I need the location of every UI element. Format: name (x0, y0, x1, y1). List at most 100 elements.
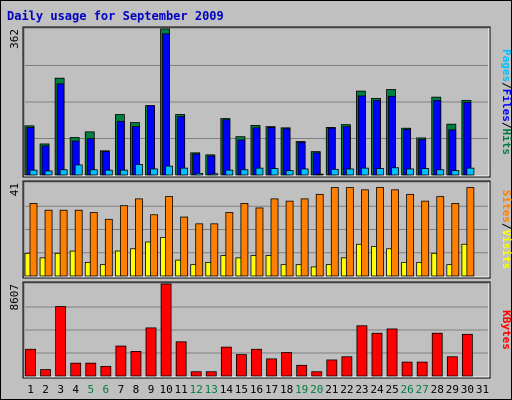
bar-pages-day-9 (150, 168, 158, 176)
bar-kbytes-day-18 (281, 352, 292, 377)
bar-kbytes-day-9 (145, 327, 157, 377)
bar-files-day-13 (207, 155, 216, 176)
x-tick-label-day-4: 4 (72, 383, 79, 396)
bar-kbytes-day-25 (386, 328, 398, 377)
x-tick-label-day-21: 21 (325, 383, 338, 396)
bar-files-day-3 (56, 83, 65, 176)
bar-sites-day-1 (29, 203, 38, 277)
bar-pages-day-8 (135, 164, 143, 176)
bar-pages-day-1 (29, 169, 38, 176)
bar-sites-day-15 (240, 203, 249, 277)
bar-kbytes-day-3 (55, 306, 67, 377)
bar-pages-day-6 (104, 169, 113, 176)
bar-kbytes-day-14 (220, 346, 232, 377)
bar-kbytes-day-11 (175, 341, 187, 377)
bar-files-day-20 (312, 152, 321, 176)
bar-files-day-21 (327, 127, 336, 176)
panel-1-max-label: 362 (8, 29, 21, 49)
bar-kbytes-day-21 (326, 359, 338, 377)
bar-kbytes-day-17 (266, 358, 277, 377)
panel-3-legend: KBytes (500, 310, 512, 350)
bar-files-day-1 (26, 127, 35, 176)
panel-1-legend: Pages/Files/Hits (500, 49, 512, 155)
bar-pages-day-11 (180, 167, 189, 176)
bar-sites-day-22 (345, 187, 354, 277)
bar-sites-day-12 (195, 223, 204, 277)
bar-kbytes-day-10 (160, 283, 172, 377)
bar-sites-day-3 (59, 209, 68, 277)
bar-kbytes-day-7 (115, 345, 127, 377)
x-tick-label-day-5: 5 (87, 383, 94, 396)
bar-pages-day-12 (195, 172, 204, 176)
bar-files-day-29 (448, 129, 457, 176)
x-tick-label-day-13: 13 (205, 383, 218, 396)
x-tick-label-day-28: 28 (431, 383, 444, 396)
bar-pages-day-20 (315, 173, 324, 176)
bar-sites-day-30 (466, 187, 475, 277)
legend-slash: / (500, 82, 512, 89)
bar-pages-day-29 (451, 170, 460, 176)
bar-sites-day-27 (421, 200, 430, 277)
bar-sites-day-8 (135, 198, 143, 277)
bar-kbytes-day-24 (371, 332, 383, 377)
bar-sites-day-14 (225, 212, 234, 277)
panel-2-max-label: 41 (8, 183, 21, 196)
bar-sites-day-23 (361, 189, 369, 277)
bar-files-day-10 (162, 33, 170, 176)
bar-kbytes-day-30 (461, 333, 473, 377)
x-tick-label-day-1: 1 (27, 383, 34, 396)
x-tick-label-day-27: 27 (416, 383, 429, 396)
legend-sites: Sites (500, 190, 512, 223)
x-tick-label-day-16: 16 (250, 383, 263, 396)
chart-title: Daily usage for September 2009 (7, 9, 224, 23)
bar-pages-day-26 (406, 168, 415, 176)
bar-files-day-17 (267, 127, 276, 176)
bar-sites-day-26 (406, 193, 415, 277)
bar-sites-day-28 (436, 196, 445, 277)
bar-kbytes-day-29 (446, 356, 458, 377)
bar-pages-day-2 (44, 170, 53, 176)
bar-sites-day-18 (285, 200, 294, 277)
x-tick-label-day-7: 7 (118, 383, 125, 396)
x-tick-label-day-26: 26 (401, 383, 414, 396)
legend-files: Files (500, 89, 512, 122)
x-tick-label-day-15: 15 (235, 383, 248, 396)
bar-sites-day-24 (376, 187, 384, 277)
bar-kbytes-day-5 (85, 362, 97, 377)
bar-pages-day-30 (466, 167, 475, 176)
bar-kbytes-day-8 (130, 351, 142, 377)
bar-sites-day-9 (150, 214, 158, 277)
bar-pages-day-7 (119, 169, 128, 176)
legend-slash: / (500, 122, 512, 129)
bar-pages-day-22 (345, 168, 354, 176)
bar-sites-day-21 (330, 187, 339, 277)
x-tick-label-day-14: 14 (220, 383, 234, 396)
bar-pages-day-5 (89, 169, 98, 176)
bar-pages-day-13 (210, 173, 219, 176)
bar-files-day-14 (222, 119, 231, 176)
bar-files-day-11 (177, 116, 186, 176)
x-tick-label-day-2: 2 (42, 383, 49, 396)
bar-pages-day-3 (59, 169, 68, 176)
bar-sites-day-6 (104, 218, 113, 277)
bar-files-day-23 (358, 95, 366, 176)
x-tick-label-day-3: 3 (57, 383, 64, 396)
bar-kbytes-day-2 (40, 369, 51, 377)
legend-hits: Hits (500, 129, 512, 156)
x-tick-label-day-22: 22 (340, 383, 353, 396)
bar-files-day-26 (403, 129, 412, 176)
x-tick-label-day-6: 6 (103, 383, 110, 396)
bar-pages-day-21 (330, 168, 339, 176)
bar-kbytes-day-23 (356, 325, 368, 377)
x-tick-label-day-17: 17 (265, 383, 278, 396)
x-tick-label-day-31: 31 (476, 383, 489, 396)
legend-slash: / (500, 223, 512, 230)
bar-kbytes-day-15 (236, 354, 247, 377)
bar-kbytes-day-13 (205, 371, 217, 377)
bar-sites-day-17 (270, 198, 279, 277)
x-tick-label-day-20: 20 (310, 383, 323, 396)
bar-kbytes-day-6 (100, 365, 112, 377)
x-tick-label-day-11: 11 (175, 383, 188, 396)
bar-pages-day-28 (436, 169, 445, 176)
bar-files-day-12 (192, 153, 201, 176)
